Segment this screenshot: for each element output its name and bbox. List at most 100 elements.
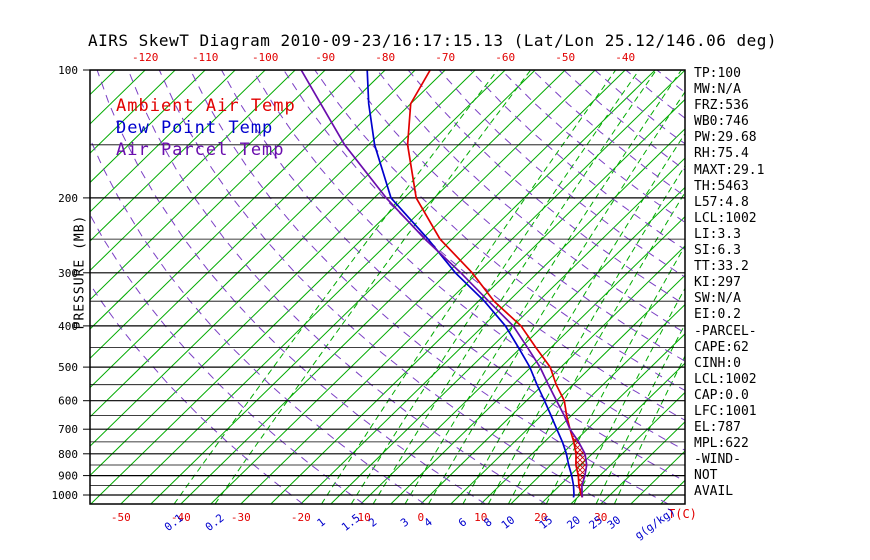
dew-point-curve [366, 70, 575, 498]
stat-line: KI:297 [694, 275, 741, 291]
parcel-temp-curve [300, 70, 588, 498]
dry-adiabat-line [90, 213, 365, 505]
isotherm-line [570, 391, 685, 505]
dry-adiabat-line [283, 70, 685, 421]
top-temp-tick-label: -90 [315, 51, 335, 64]
dry-adiabat-line [469, 70, 685, 251]
legend-item-parcel-temp: Air Parcel Temp [116, 140, 285, 160]
top-temp-tick-label: -70 [435, 51, 455, 64]
mixing-ratio-tick-label: 3 [398, 515, 411, 529]
isotherm-line [90, 70, 296, 272]
mixing-ratio-tick-label: 8 [481, 515, 494, 529]
top-temp-tick-label: -60 [495, 51, 515, 64]
isotherm-line [90, 70, 206, 184]
stat-line: MPL:622 [694, 436, 749, 452]
stat-line: SI:6.3 [694, 243, 741, 259]
isotherm-line [150, 70, 596, 505]
isotherm-line [240, 70, 685, 505]
dry-adiabat-line [438, 70, 685, 278]
stat-line: -WIND- [694, 452, 741, 468]
plot-area [90, 70, 685, 505]
mixing-ratio-line [350, 70, 640, 505]
mixing-ratio-tick-label: 25 [587, 513, 605, 531]
isotherm-line [330, 157, 685, 505]
isotherm-line [90, 70, 326, 301]
isotherm-line [90, 70, 356, 330]
mixing-ratio-line [462, 132, 685, 505]
stat-line: L57:4.8 [694, 194, 749, 210]
mixing-ratio-tick-label: 1 [315, 515, 328, 529]
isotherm-line [90, 70, 176, 154]
bottom-temp-tick-label: -50 [111, 511, 131, 524]
pressure-tick-label: 800 [58, 448, 78, 461]
mixing-ratio-tick-label: 20 [564, 513, 582, 531]
stat-line: LFC:1001 [694, 403, 757, 419]
top-temp-tick-label: -110 [192, 51, 219, 64]
top-temp-tick-label: -100 [252, 51, 279, 64]
temp-unit-label: T(C) [668, 507, 697, 521]
pressure-tick-label: 500 [58, 361, 78, 374]
pressure-tick-label: 700 [58, 423, 78, 436]
stat-line: CAP:0.0 [694, 387, 749, 403]
stat-line: MW:N/A [694, 82, 741, 98]
mixing-ratio-line [321, 70, 617, 505]
stat-line: TP:100 [694, 66, 741, 81]
dry-adiabat-line [376, 70, 685, 334]
isotherm-line [210, 70, 656, 505]
stat-line: LCL:1002 [694, 371, 757, 387]
mixing-ratio-tick-label: 2 [366, 515, 379, 529]
mixing-ratio-line [428, 90, 685, 505]
isotherm-line [540, 362, 685, 505]
stats-panel: TP:100 MW:N/A FRZ:536 WB0:746 PW:29.68 RH:75.… [694, 66, 764, 501]
mixing-ratio-tick-label: 0.2 [203, 511, 227, 533]
mixing-ratio-tick-label: 15 [537, 513, 555, 531]
bottom-temp-tick-label: 30 [594, 511, 607, 524]
stat-line: NOT [694, 468, 718, 484]
bottom-temp-tick-label: 0 [417, 511, 424, 524]
isotherm-line [390, 215, 685, 505]
pressure-tick-label: 900 [58, 470, 78, 483]
isotherm-line [120, 70, 566, 505]
bottom-temp-tick-label: 20 [534, 511, 547, 524]
legend-item-ambient-temp: Ambient Air Temp [116, 96, 296, 116]
dry-adiabat-line [252, 70, 685, 451]
stat-line: SW:N/A [694, 291, 741, 307]
bottom-temp-tick-label: -40 [171, 511, 191, 524]
bottom-temp-tick-label: -20 [291, 511, 311, 524]
legend: Ambient Air Temp Dew Point Temp Air Parc… [116, 95, 296, 161]
mixing-ratio-line [173, 70, 498, 505]
isotherm-line [450, 274, 685, 505]
mixing-ratio-tick-label: 4 [422, 515, 436, 530]
stat-line: -PARCEL- [694, 323, 757, 339]
mixing-ratio-line [545, 244, 685, 505]
bottom-temp-tick-label: -30 [231, 511, 251, 524]
pressure-tick-label: 100 [58, 64, 78, 77]
dry-adiabat-line [90, 283, 304, 505]
stat-line: AVAIL [694, 484, 734, 500]
chart-title: AIRS SkewT Diagram 2010-09-23/16:17:15.1… [88, 31, 778, 50]
pressure-tick-label: 400 [58, 320, 78, 333]
stat-line: FRZ:536 [694, 98, 749, 114]
isotherm-line [90, 70, 536, 505]
isotherm-line [660, 479, 685, 505]
stat-line: PW:29.68 [694, 130, 757, 146]
isotherm-line [480, 303, 685, 505]
pressure-axis-label: PRESSURE (MB) [72, 214, 88, 330]
stat-line: TH:5463 [694, 178, 749, 194]
stat-line: LCL:1002 [694, 210, 757, 226]
stat-line: RH:75.4 [694, 146, 749, 162]
mixing-ratio-tick-label: 10 [499, 513, 517, 531]
isotherm-line [600, 421, 685, 505]
top-temp-tick-label: -40 [615, 51, 635, 64]
isotherm-line [90, 70, 386, 359]
dry-adiabat-line [532, 70, 685, 197]
isotherm-line [90, 70, 266, 242]
isotherm-line [510, 333, 685, 505]
isotherm-line [180, 70, 626, 505]
bottom-temp-tick-label: -10 [351, 511, 371, 524]
bottom-temp-tick-label: 10 [474, 511, 487, 524]
mixing-ratio-line [214, 70, 532, 505]
dry-adiabat-line [501, 70, 685, 224]
